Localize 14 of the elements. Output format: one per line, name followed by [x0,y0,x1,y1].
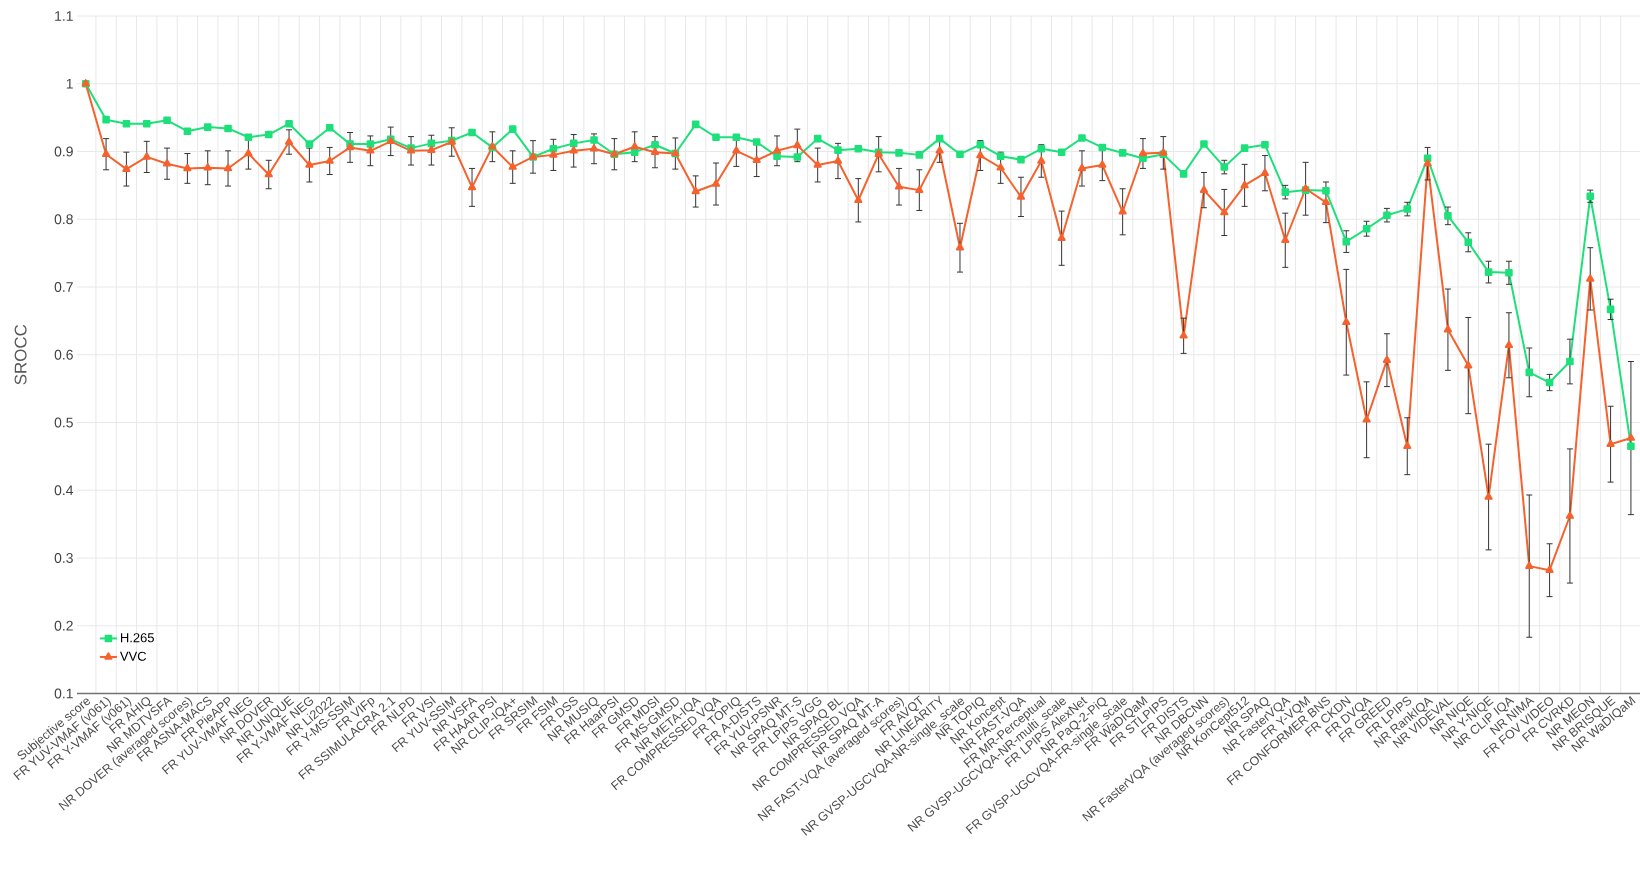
y-axis-title: SROCC [14,324,27,385]
legend-label: VVC [119,651,147,661]
y-tick-label: 0.2 [54,620,73,631]
y-tick-label: 0.8 [54,214,73,225]
y-tick-label: 0.4 [54,485,74,496]
legend-label: H.265 [120,633,154,643]
y-tick-label: 1.1 [55,11,73,21]
y-tick-label: 0.6 [54,349,73,360]
y-tick-label: 0.9 [54,146,73,157]
y-tick-label: 0.3 [54,553,73,563]
y-tick-label: 1 [66,78,73,89]
y-tick-label: 0.5 [54,417,73,428]
y-tick-label: 0.1 [54,688,73,699]
y-tick-label: 0.7 [54,282,73,292]
